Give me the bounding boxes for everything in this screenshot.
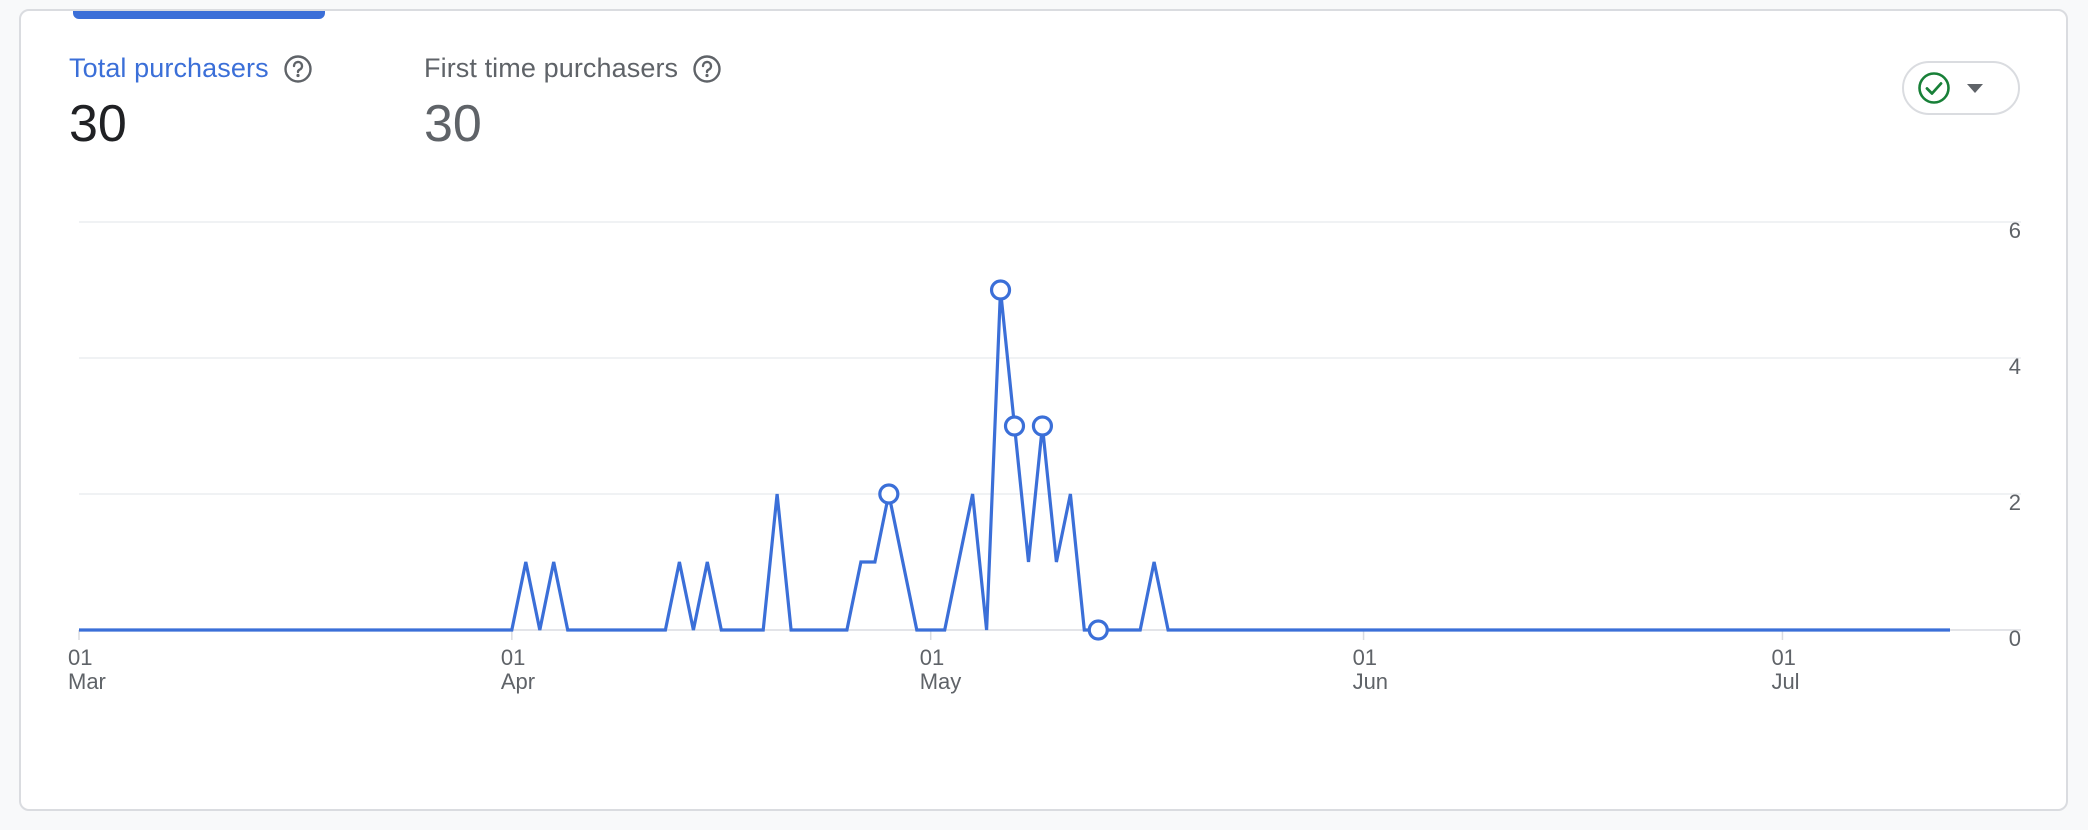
y-tick-label: 6 xyxy=(2009,218,2021,243)
x-tick-day-label: 01 xyxy=(920,645,944,670)
data-point-marker xyxy=(1087,619,1109,641)
x-tick-month-label: Jun xyxy=(1353,669,1388,694)
data-point-marker xyxy=(989,279,1012,301)
data-point-marker xyxy=(878,483,900,505)
caret-down-icon xyxy=(1967,83,1983,93)
y-tick-label: 4 xyxy=(2009,354,2021,379)
x-tick-month-label: May xyxy=(920,669,962,694)
x-tick-day-label: 01 xyxy=(501,645,525,670)
help-circle-icon[interactable] xyxy=(692,54,722,84)
status-dropdown-button[interactable] xyxy=(1902,61,2020,115)
help-circle-icon[interactable] xyxy=(283,54,313,84)
data-point-marker xyxy=(1031,415,1054,437)
x-tick-day-label: 01 xyxy=(68,645,92,670)
y-tick-label: 2 xyxy=(2009,490,2021,515)
check-circle-icon xyxy=(1917,71,1951,105)
metric-value: 30 xyxy=(424,95,482,153)
x-tick-day-label: 01 xyxy=(1771,645,1795,670)
metric-total-purchasers[interactable]: Total purchasers 30 xyxy=(69,53,313,150)
x-tick-day-label: 01 xyxy=(1353,645,1377,670)
metric-first-time-purchasers[interactable]: First time purchasers 30 xyxy=(424,53,722,150)
y-tick-label: 0 xyxy=(2009,626,2021,651)
purchasers-card: Total purchasers 30 First time purchaser… xyxy=(19,9,2068,811)
data-point-marker xyxy=(1003,415,1026,437)
active-tab-indicator xyxy=(73,11,325,19)
metric-label: First time purchasers xyxy=(424,53,679,83)
metric-value: 30 xyxy=(69,95,127,153)
metric-label: Total purchasers xyxy=(69,53,269,83)
x-tick-month-label: Mar xyxy=(68,669,106,694)
x-tick-month-label: Apr xyxy=(501,669,535,694)
series-line xyxy=(79,289,1950,632)
x-tick-month-label: Jul xyxy=(1771,669,1799,694)
